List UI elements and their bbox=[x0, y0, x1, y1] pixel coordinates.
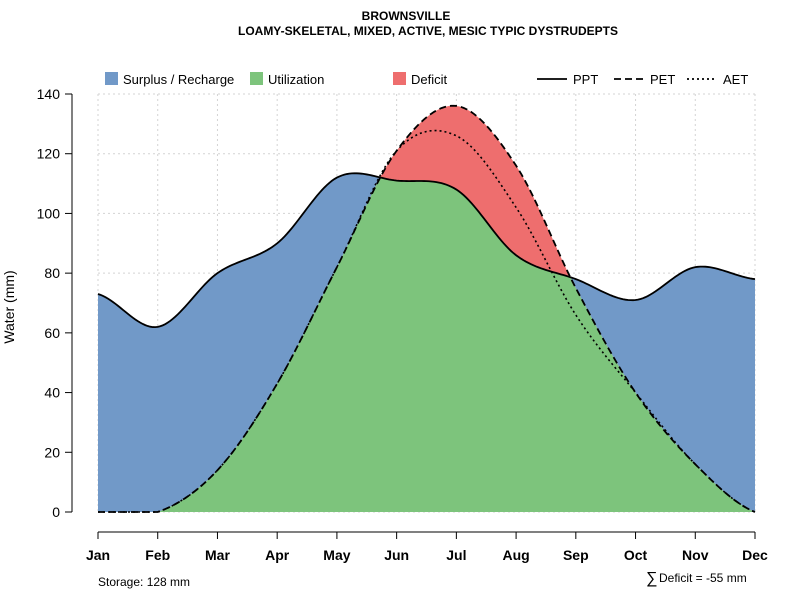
sum-icon: ∑ bbox=[646, 570, 657, 587]
area-fills bbox=[98, 105, 755, 512]
x-tick-label: May bbox=[323, 547, 350, 563]
y-axis-label: Water (mm) bbox=[1, 270, 17, 343]
legend-label: Utilization bbox=[268, 72, 324, 87]
x-tick-label: Jan bbox=[86, 547, 110, 563]
y-tick-label: 40 bbox=[44, 385, 60, 401]
legend-label: AET bbox=[723, 72, 748, 87]
y-tick-label: 100 bbox=[37, 205, 61, 221]
chart-title: BROWNSVILLE bbox=[362, 9, 451, 23]
legend-label: Deficit bbox=[411, 72, 448, 87]
legend: Surplus / Recharge Utilization Deficit PPT P… bbox=[105, 72, 748, 87]
series-lines bbox=[97, 104, 756, 513]
y-tick-label: 60 bbox=[44, 325, 60, 341]
legend-swatch bbox=[105, 72, 118, 85]
aet-line bbox=[98, 129, 756, 513]
y-tick-label: 120 bbox=[37, 146, 61, 162]
y-tick-label: 0 bbox=[52, 504, 60, 520]
axes: 0 20 40 60 80 100 120 140 Jan Feb Mar Apr May Jun Jul A… bbox=[37, 86, 768, 563]
x-tick-label: Oct bbox=[624, 547, 648, 563]
x-tick-label: Jul bbox=[446, 547, 466, 563]
legend-swatch bbox=[393, 72, 406, 85]
legend-label: Surplus / Recharge bbox=[123, 72, 234, 87]
surplus-area bbox=[98, 173, 755, 512]
x-tick-label: Aug bbox=[502, 547, 529, 563]
chart-subtitle: LOAMY-SKELETAL, MIXED, ACTIVE, MESIC TYP… bbox=[238, 24, 618, 38]
utilization-area bbox=[98, 177, 755, 512]
legend-label: PPT bbox=[573, 72, 598, 87]
ppt-line bbox=[97, 172, 756, 329]
deficit-annotation: Deficit = -55 mm bbox=[659, 571, 747, 585]
x-tick-label: Sep bbox=[563, 547, 589, 563]
legend-swatch bbox=[250, 72, 263, 85]
x-tick-label: Apr bbox=[265, 547, 290, 563]
x-tick-label: Mar bbox=[205, 547, 230, 563]
y-tick-label: 20 bbox=[44, 444, 60, 460]
y-tick-label: 140 bbox=[37, 86, 61, 102]
x-tick-label: Jun bbox=[384, 547, 409, 563]
pet-line bbox=[98, 104, 756, 513]
x-tick-label: Nov bbox=[682, 547, 709, 563]
y-tick-label: 80 bbox=[44, 265, 60, 281]
legend-label: PET bbox=[650, 72, 675, 87]
storage-annotation: Storage: 128 mm bbox=[98, 575, 190, 589]
x-tick-label: Feb bbox=[145, 547, 170, 563]
x-tick-label: Dec bbox=[742, 547, 768, 563]
